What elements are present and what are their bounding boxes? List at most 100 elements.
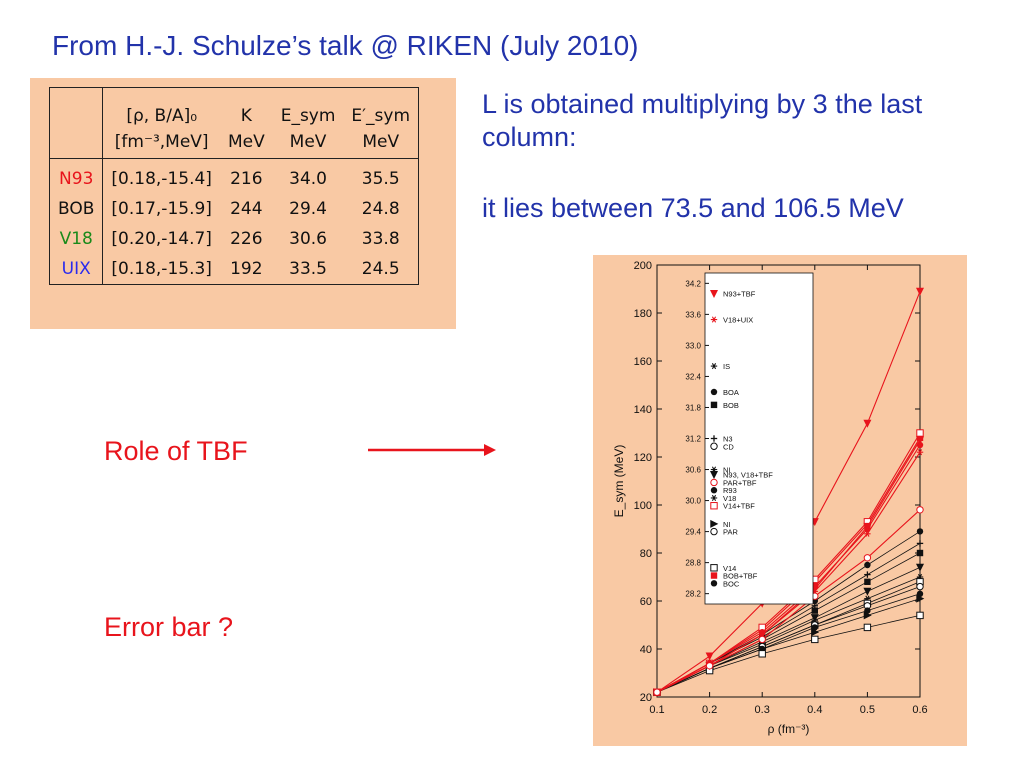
inset-entry-label: V14	[723, 564, 736, 573]
inset-marker	[710, 572, 718, 579]
x-tick-label: 0.2	[702, 704, 717, 716]
series-line	[656, 509, 921, 693]
inset-entry-label: CD	[723, 442, 734, 451]
x-tick-label: 0.1	[649, 704, 664, 716]
esym-chart: 20 40 60 80 100 120 140 160 180 200 0.1 0.2 0.3 0.4 0.…	[612, 260, 928, 736]
inset-entry-label: R93	[723, 486, 737, 495]
y-tick-label: 180	[634, 308, 652, 320]
y-tick-label: 60	[640, 596, 652, 608]
x-tick-label: 0.4	[807, 704, 822, 716]
table-header-saturation: [ρ, B/A]₀	[102, 87, 220, 126]
slide-title: From H.-J. Schulze’s talk @ RIKEN (July …	[52, 30, 639, 61]
table-row: V18 [0.20,-14.7] 226 30.6 33.8	[48, 224, 420, 254]
row-name: BOB	[48, 194, 104, 224]
x-axis-label: ρ (fm⁻³)	[768, 722, 810, 736]
x-tick-label: 0.6	[912, 704, 927, 716]
y-tick-label: 120	[634, 452, 652, 464]
row-esym-prime: 35.5	[343, 158, 420, 194]
series-6	[653, 506, 924, 696]
series-line	[656, 615, 921, 693]
inset-tick-label: 32.4	[685, 372, 701, 381]
table-row: N93 [0.18,-15.4] 216 34.0 35.5	[48, 158, 420, 194]
row-k: 244	[230, 199, 263, 219]
plot-frame	[656, 264, 921, 698]
inset-marker	[710, 316, 718, 323]
inset-marker	[710, 580, 718, 587]
series-line	[656, 593, 921, 693]
y-tick-label: 20	[640, 692, 652, 704]
data-point	[758, 635, 766, 644]
inset-tick-label: 30.6	[685, 466, 701, 475]
inset-marker	[709, 289, 719, 299]
table-unit-k: MeV	[219, 126, 273, 159]
table-header-name	[48, 87, 104, 126]
table-unit-name	[48, 126, 104, 159]
data-point	[705, 652, 714, 661]
row-esym: 30.6	[289, 229, 327, 249]
note-l-definition: L is obtained multiplying by 3 the last …	[482, 89, 923, 152]
row-k: 216	[230, 168, 263, 189]
y-tick-label: 200	[634, 260, 652, 272]
series-15	[653, 594, 925, 697]
data-point	[916, 540, 924, 547]
inset-marker	[710, 564, 718, 572]
inset-marker	[710, 388, 718, 396]
inset-entry-label: N93+TBF	[723, 290, 756, 299]
inset-entry-label: V14+TBF	[723, 502, 755, 511]
data-point	[863, 522, 872, 531]
data-point	[916, 582, 924, 591]
data-point	[864, 578, 871, 585]
row-saturation: [0.18,-15.3]	[102, 254, 220, 285]
note-l-range: it lies between 73.5 and 106.5 MeV	[482, 193, 904, 223]
inset-entry-label: NI	[723, 466, 731, 475]
data-point	[916, 429, 924, 437]
inset-entry-label: PAR	[723, 528, 738, 537]
table-unit-saturation: [fm⁻³,MeV]	[102, 126, 220, 159]
data-point	[705, 662, 714, 670]
y-tick-label: 160	[634, 356, 652, 368]
data-point	[916, 594, 925, 603]
arrow-right-icon	[368, 444, 496, 456]
table-unit-esym: MeV	[272, 126, 344, 159]
table-row: BOB [0.17,-15.9] 244 29.4 24.8	[48, 194, 420, 224]
data-point	[915, 287, 925, 296]
row-name: UIX	[48, 254, 104, 285]
inset-marker	[710, 478, 718, 487]
inset-entry-label: NI	[723, 520, 731, 529]
data-point	[811, 635, 819, 644]
row-esym-prime: 24.5	[343, 254, 420, 285]
inset-entry-label: V18+UIX	[723, 316, 753, 325]
inset-tick-label: 31.8	[685, 403, 701, 412]
x-tick-label: 0.3	[755, 704, 770, 716]
inset-marker	[710, 502, 718, 510]
x-tick-label: 0.5	[860, 704, 875, 716]
table-row: UIX [0.18,-15.3] 192 33.5 24.5	[48, 254, 420, 285]
inset-tick-label: 31.2	[685, 435, 701, 444]
inset-marker	[710, 435, 718, 442]
data-point	[758, 630, 767, 639]
data-point	[916, 590, 924, 597]
inset-frame	[704, 272, 814, 605]
inset-tick-label: 34.2	[685, 279, 701, 288]
row-esym-prime: 24.8	[343, 194, 420, 224]
data-point	[811, 607, 818, 614]
data-point	[864, 561, 871, 569]
data-point	[811, 628, 820, 637]
data-point	[916, 549, 924, 557]
inset-tick-label: 28.8	[685, 559, 701, 568]
table-header-esym-prime: E′_sym	[343, 87, 420, 126]
inset-entry-label: V18	[723, 494, 736, 503]
data-point	[863, 611, 872, 620]
row-saturation: [0.17,-15.9]	[111, 199, 212, 219]
row-saturation: [0.18,-15.4]	[111, 168, 212, 189]
row-esym: 34.0	[289, 168, 327, 189]
inset-tick-label: 33.6	[685, 310, 701, 319]
data-point	[916, 611, 924, 620]
inset-tick-label: 28.2	[685, 590, 701, 599]
data-point	[863, 587, 872, 596]
inset-marker	[710, 519, 719, 528]
inset-tick-label: 30.0	[685, 497, 701, 506]
inset-entry-label: BOB	[723, 401, 739, 410]
inset-marker	[710, 494, 718, 502]
table-header-k: K	[219, 87, 273, 126]
